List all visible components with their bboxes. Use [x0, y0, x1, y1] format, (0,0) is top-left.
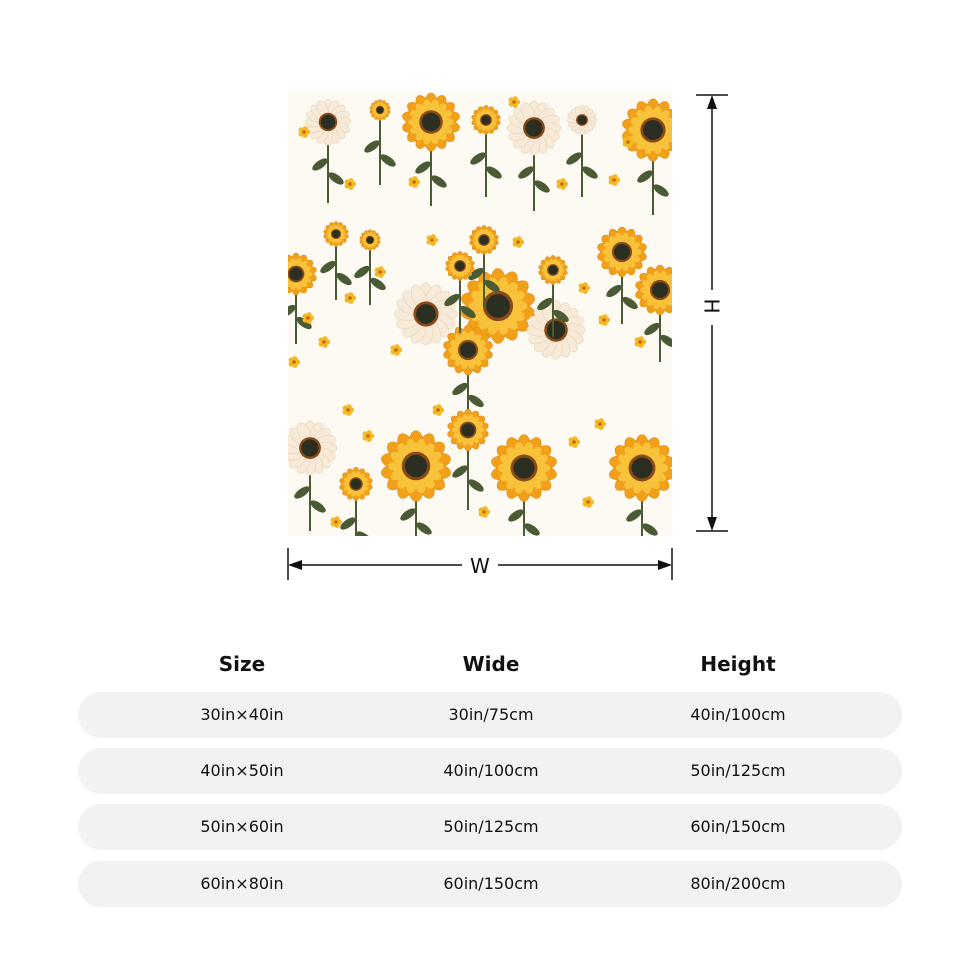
daisy-icon: [304, 98, 352, 146]
height-cell: 80in/200cm: [690, 874, 786, 893]
small-flower-icon: [330, 516, 343, 528]
small-flower-icon: [432, 404, 445, 416]
arrow-up-icon: [707, 95, 717, 109]
size-cell: 40in×50in: [200, 761, 284, 780]
small-flower-icon: [288, 356, 301, 368]
sunflower-icon: [443, 324, 493, 376]
sunflower-icon: [288, 252, 317, 296]
stem-icon: [537, 277, 569, 337]
sunflower-icon: [339, 467, 373, 501]
small-flower-icon: [408, 176, 421, 188]
small-flower-icon: [478, 506, 491, 518]
small-flower-icon: [426, 234, 439, 246]
header-wide: Wide: [462, 652, 520, 676]
small-flower-icon: [568, 436, 581, 448]
sunflower-icon: [609, 434, 672, 502]
sunflower-icon: [323, 221, 349, 247]
sunflower-icon: [622, 98, 672, 162]
sunflower-icon: [445, 251, 475, 281]
table-row: 60in×80in 60in/150cm 80in/200cm: [78, 861, 902, 907]
sunflower-icon: [369, 99, 391, 121]
stem-icon: [444, 273, 476, 333]
small-flower-icon: [508, 96, 521, 108]
sunflower-icon: [447, 408, 489, 452]
daisy-icon: [506, 100, 562, 156]
wide-cell: 60in/150cm: [443, 874, 539, 893]
arrow-right-icon: [658, 560, 672, 570]
daisy-icon: [567, 105, 597, 135]
small-flower-icon: [374, 266, 387, 278]
sunflower-icon: [402, 92, 460, 152]
size-cell: 30in×40in: [200, 705, 284, 724]
wide-cell: 50in/125cm: [443, 817, 539, 836]
small-flower-icon: [598, 314, 611, 326]
stem-icon: [468, 247, 500, 307]
size-cell: 50in×60in: [200, 817, 284, 836]
sunflower-icon: [597, 226, 647, 278]
sunflower-icon: [359, 229, 381, 251]
daisy-icon: [526, 300, 586, 360]
table-row: 50in×60in 50in/125cm 60in/150cm: [78, 804, 902, 850]
arrow-left-icon: [288, 560, 302, 570]
stem-icon: [566, 127, 598, 197]
small-flower-icon: [318, 336, 331, 348]
table-row: 40in×50in 40in/100cm 50in/125cm: [78, 748, 902, 794]
sunflower-icon: [491, 434, 557, 502]
height-cell: 50in/125cm: [690, 761, 786, 780]
table-row: 30in×40in 30in/75cm 40in/100cm: [78, 692, 902, 738]
header-height: Height: [700, 652, 776, 676]
size-table-header: Size Wide Height: [0, 652, 980, 682]
height-cell: 60in/150cm: [690, 817, 786, 836]
wide-cell: 40in/100cm: [443, 761, 539, 780]
stem-icon: [452, 440, 484, 510]
height-cell: 40in/100cm: [690, 705, 786, 724]
height-label: H: [700, 294, 724, 318]
small-flower-icon: [608, 174, 621, 186]
blanket-pattern-image: [288, 92, 672, 536]
daisy-icon: [394, 282, 458, 346]
sunflower-icon: [538, 255, 568, 285]
small-flower-icon: [344, 292, 357, 304]
stem-icon: [364, 115, 396, 185]
small-flower-icon: [622, 136, 635, 148]
sunflower-icon: [461, 268, 535, 344]
small-flower-icon: [298, 126, 311, 138]
daisy-icon: [288, 420, 338, 476]
small-flower-icon: [634, 336, 647, 348]
stem-icon: [320, 240, 352, 300]
small-flower-icon: [362, 430, 375, 442]
wide-cell: 30in/75cm: [448, 705, 534, 724]
sunflower-icon: [381, 430, 451, 502]
small-flower-icon: [578, 282, 591, 294]
small-flower-icon: [342, 404, 355, 416]
width-label: W: [466, 556, 494, 576]
small-flower-icon: [582, 496, 595, 508]
arrow-down-icon: [707, 517, 717, 531]
sunflower-icon: [471, 105, 501, 135]
stem-icon: [354, 245, 386, 305]
small-flower-icon: [390, 344, 403, 356]
size-cell: 60in×80in: [200, 874, 284, 893]
sunflower-icon: [469, 225, 499, 255]
small-flower-icon: [302, 312, 315, 324]
sunflower-icon: [635, 264, 672, 316]
small-flower-icon: [556, 178, 569, 190]
header-size: Size: [218, 652, 266, 676]
stem-icon: [340, 492, 372, 536]
small-flower-icon: [512, 236, 525, 248]
stem-icon: [470, 127, 502, 197]
small-flower-icon: [594, 418, 607, 430]
small-flower-icon: [344, 178, 357, 190]
